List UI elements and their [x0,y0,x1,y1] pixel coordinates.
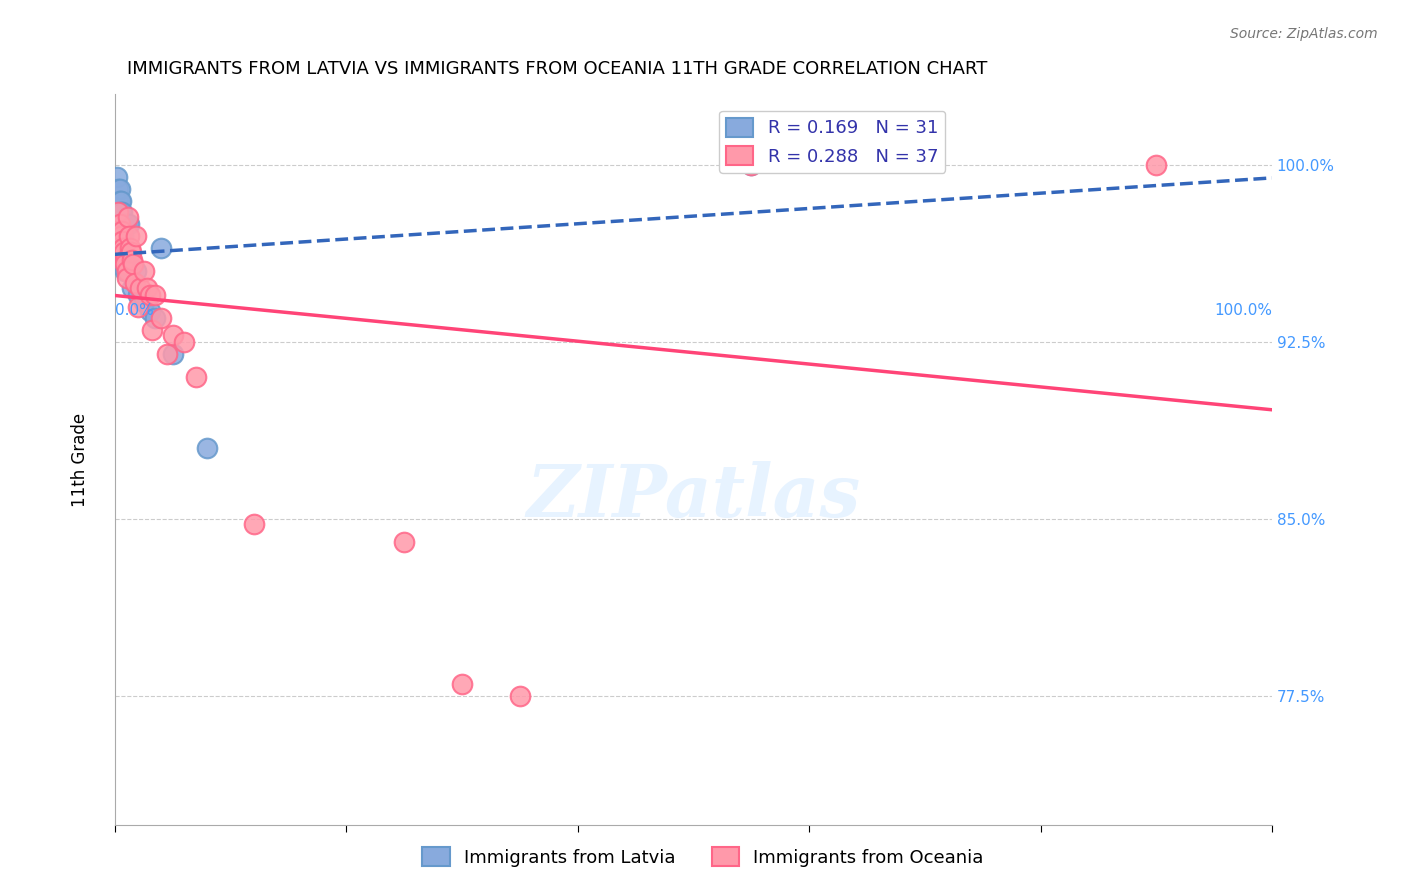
Point [150,241,173,255]
Point [197,441,219,455]
Text: IMMIGRANTS FROM LATVIA VS IMMIGRANTS FROM OCEANIA 11TH GRADE CORRELATION CHART: IMMIGRANTS FROM LATVIA VS IMMIGRANTS FRO… [127,60,987,78]
Point [145,288,167,302]
Point [117,210,139,224]
Point [108,182,131,196]
Point [112,217,135,231]
Point [105,169,128,184]
Point [127,288,149,302]
Point [1144,158,1167,172]
Point [111,234,134,248]
Point [138,304,160,318]
Point [110,205,132,219]
Text: 100.0%: 100.0% [1213,302,1272,318]
Point [108,194,131,208]
Point [121,252,143,267]
Legend: Immigrants from Latvia, Immigrants from Oceania: Immigrants from Latvia, Immigrants from … [415,840,991,874]
Point [122,257,145,271]
Point [127,300,149,314]
Point [114,252,136,267]
Point [111,217,134,231]
Point [156,347,179,361]
Point [162,347,184,361]
Y-axis label: 11th Grade: 11th Grade [72,413,89,507]
Point [112,241,135,255]
Point [115,271,138,285]
Point [118,264,141,278]
Point [242,516,264,531]
Point [111,224,134,238]
Point [117,264,139,278]
Point [107,194,129,208]
Point [112,241,135,255]
Text: Source: ZipAtlas.com: Source: ZipAtlas.com [1230,27,1378,41]
Point [509,689,531,703]
Point [145,311,167,326]
Point [110,228,132,243]
Point [125,264,148,278]
Point [125,228,148,243]
Point [118,228,141,243]
Point [112,241,135,255]
Text: 0.0%: 0.0% [115,302,153,318]
Point [392,535,415,549]
Point [740,158,762,172]
Point [111,205,134,219]
Point [112,252,135,267]
Point [112,228,135,243]
Point [141,323,163,337]
Point [162,328,184,343]
Point [114,264,136,278]
Text: ZIPatlas: ZIPatlas [526,461,860,532]
Point [118,241,141,255]
Point [129,281,152,295]
Point [114,257,136,271]
Point [120,245,142,260]
Point [107,182,129,196]
Point [112,245,135,260]
Point [107,205,129,219]
Point [150,311,173,326]
Point [110,194,132,208]
Point [132,295,155,310]
Point [115,217,138,231]
Point [138,288,160,302]
Point [108,217,131,231]
Point [132,264,155,278]
Point [136,281,159,295]
Point [118,217,141,231]
Point [121,281,143,295]
Point [184,370,207,384]
Point [115,264,138,278]
Point [114,252,136,267]
Legend: R = 0.169   N = 31, R = 0.288   N = 37: R = 0.169 N = 31, R = 0.288 N = 37 [718,111,945,173]
Point [124,276,146,290]
Point [115,257,138,271]
Point [173,334,195,349]
Point [451,677,474,691]
Point [740,158,762,172]
